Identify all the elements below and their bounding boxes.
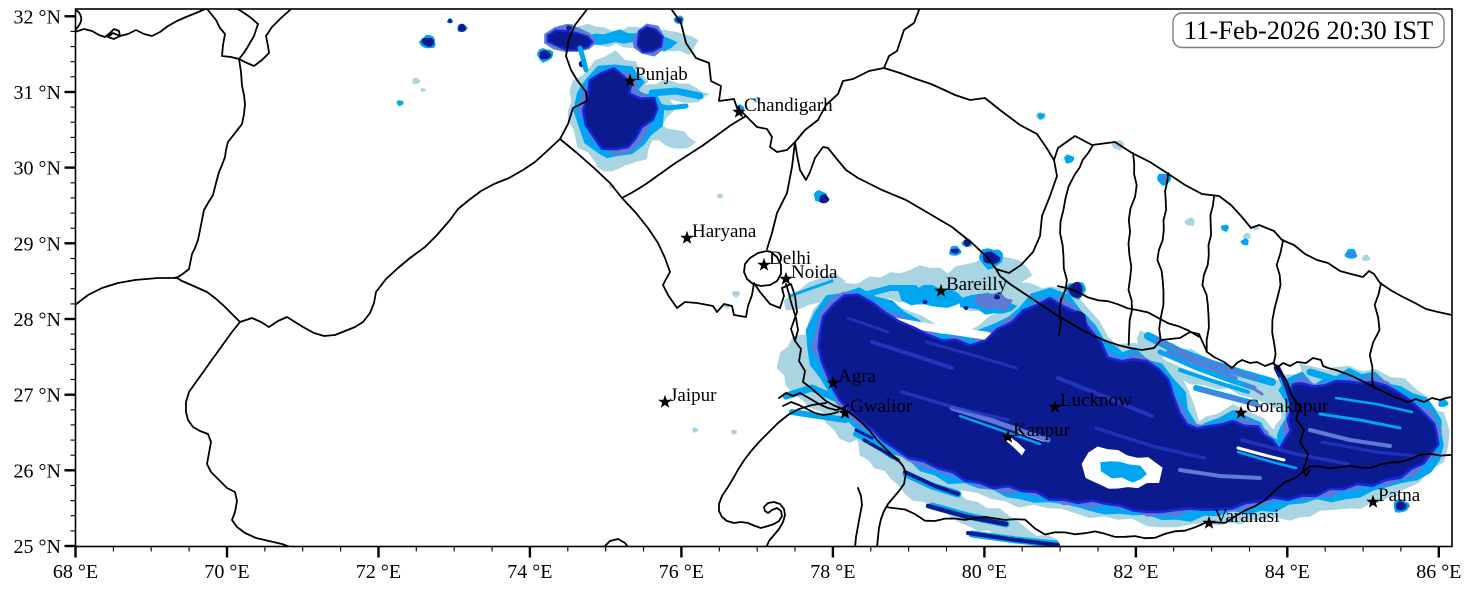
svg-text:80 °E: 80 °E xyxy=(962,561,1007,583)
svg-text:72 °E: 72 °E xyxy=(356,561,401,583)
svg-text:Punjab: Punjab xyxy=(635,64,688,85)
svg-text:29 °N: 29 °N xyxy=(14,233,61,255)
svg-text:28 °N: 28 °N xyxy=(14,309,61,331)
svg-text:86 °E: 86 °E xyxy=(1416,561,1461,583)
svg-text:78 °E: 78 °E xyxy=(810,561,855,583)
svg-text:Gwalior: Gwalior xyxy=(850,396,913,417)
svg-text:Agra: Agra xyxy=(838,366,877,387)
svg-text:31 °N: 31 °N xyxy=(14,82,61,104)
svg-text:27 °N: 27 °N xyxy=(14,385,61,407)
svg-text:11-Feb-2026 20:30 IST: 11-Feb-2026 20:30 IST xyxy=(1184,15,1433,45)
svg-text:Patna: Patna xyxy=(1378,485,1421,506)
svg-text:32 °N: 32 °N xyxy=(14,6,61,28)
svg-text:Varanasi: Varanasi xyxy=(1214,506,1279,527)
svg-text:Chandigarh: Chandigarh xyxy=(744,95,833,116)
svg-text:Bareilly: Bareilly xyxy=(946,274,1008,295)
svg-text:76 °E: 76 °E xyxy=(659,561,704,583)
svg-text:68 °E: 68 °E xyxy=(53,561,98,583)
svg-text:Jaipur: Jaipur xyxy=(670,385,717,406)
svg-text:26 °N: 26 °N xyxy=(14,460,61,482)
svg-text:74 °E: 74 °E xyxy=(507,561,552,583)
svg-text:Delhi: Delhi xyxy=(769,248,811,269)
svg-text:25 °N: 25 °N xyxy=(14,536,61,558)
svg-text:82 °E: 82 °E xyxy=(1113,561,1158,583)
svg-text:84 °E: 84 °E xyxy=(1265,561,1310,583)
svg-text:70 °E: 70 °E xyxy=(204,561,249,583)
svg-text:Kanpur: Kanpur xyxy=(1013,420,1071,441)
svg-text:Noida: Noida xyxy=(791,262,838,283)
svg-text:Haryana: Haryana xyxy=(692,221,757,242)
svg-text:30 °N: 30 °N xyxy=(14,158,61,180)
svg-text:Lucknow: Lucknow xyxy=(1060,390,1132,411)
svg-text:Gorakhpur: Gorakhpur xyxy=(1246,396,1329,417)
